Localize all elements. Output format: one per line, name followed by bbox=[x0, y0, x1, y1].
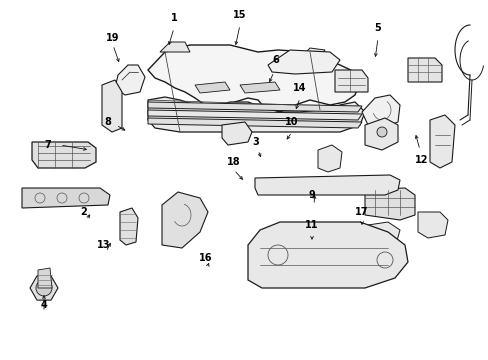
Polygon shape bbox=[160, 42, 190, 52]
Polygon shape bbox=[364, 188, 414, 220]
Polygon shape bbox=[367, 222, 399, 250]
Polygon shape bbox=[102, 80, 122, 132]
Polygon shape bbox=[162, 192, 207, 248]
Polygon shape bbox=[334, 70, 367, 92]
Polygon shape bbox=[254, 175, 399, 195]
Text: 8: 8 bbox=[104, 117, 111, 127]
Text: 6: 6 bbox=[272, 55, 279, 65]
Polygon shape bbox=[361, 95, 399, 128]
Text: 5: 5 bbox=[374, 23, 381, 33]
Text: 14: 14 bbox=[293, 83, 306, 93]
Polygon shape bbox=[115, 65, 145, 95]
Polygon shape bbox=[247, 222, 407, 288]
Polygon shape bbox=[429, 115, 454, 168]
Text: 7: 7 bbox=[44, 140, 51, 150]
Text: 12: 12 bbox=[414, 155, 428, 165]
Polygon shape bbox=[364, 118, 397, 150]
Text: 10: 10 bbox=[285, 117, 298, 127]
Polygon shape bbox=[148, 97, 364, 132]
Polygon shape bbox=[407, 58, 441, 82]
Polygon shape bbox=[240, 82, 280, 93]
Text: 9: 9 bbox=[308, 190, 315, 200]
Polygon shape bbox=[38, 268, 52, 288]
Polygon shape bbox=[148, 102, 361, 112]
Polygon shape bbox=[148, 118, 361, 128]
Text: 1: 1 bbox=[170, 13, 177, 23]
Text: 15: 15 bbox=[233, 10, 246, 20]
Polygon shape bbox=[22, 188, 110, 208]
Polygon shape bbox=[32, 142, 96, 168]
Text: 17: 17 bbox=[354, 207, 368, 217]
Polygon shape bbox=[222, 122, 251, 145]
Text: 13: 13 bbox=[97, 240, 110, 250]
Text: 19: 19 bbox=[106, 33, 120, 43]
Polygon shape bbox=[417, 212, 447, 238]
Text: 4: 4 bbox=[41, 300, 47, 310]
Text: 18: 18 bbox=[227, 157, 240, 167]
Circle shape bbox=[36, 280, 52, 296]
Text: 16: 16 bbox=[199, 253, 212, 263]
Polygon shape bbox=[30, 276, 58, 300]
Polygon shape bbox=[195, 82, 229, 93]
Text: 2: 2 bbox=[81, 207, 87, 217]
Polygon shape bbox=[148, 45, 359, 112]
Polygon shape bbox=[299, 48, 325, 60]
Polygon shape bbox=[317, 145, 341, 172]
Polygon shape bbox=[267, 50, 339, 74]
Polygon shape bbox=[120, 208, 138, 245]
Circle shape bbox=[376, 127, 386, 137]
Polygon shape bbox=[148, 110, 361, 120]
Text: 11: 11 bbox=[305, 220, 318, 230]
Text: 3: 3 bbox=[252, 137, 259, 147]
